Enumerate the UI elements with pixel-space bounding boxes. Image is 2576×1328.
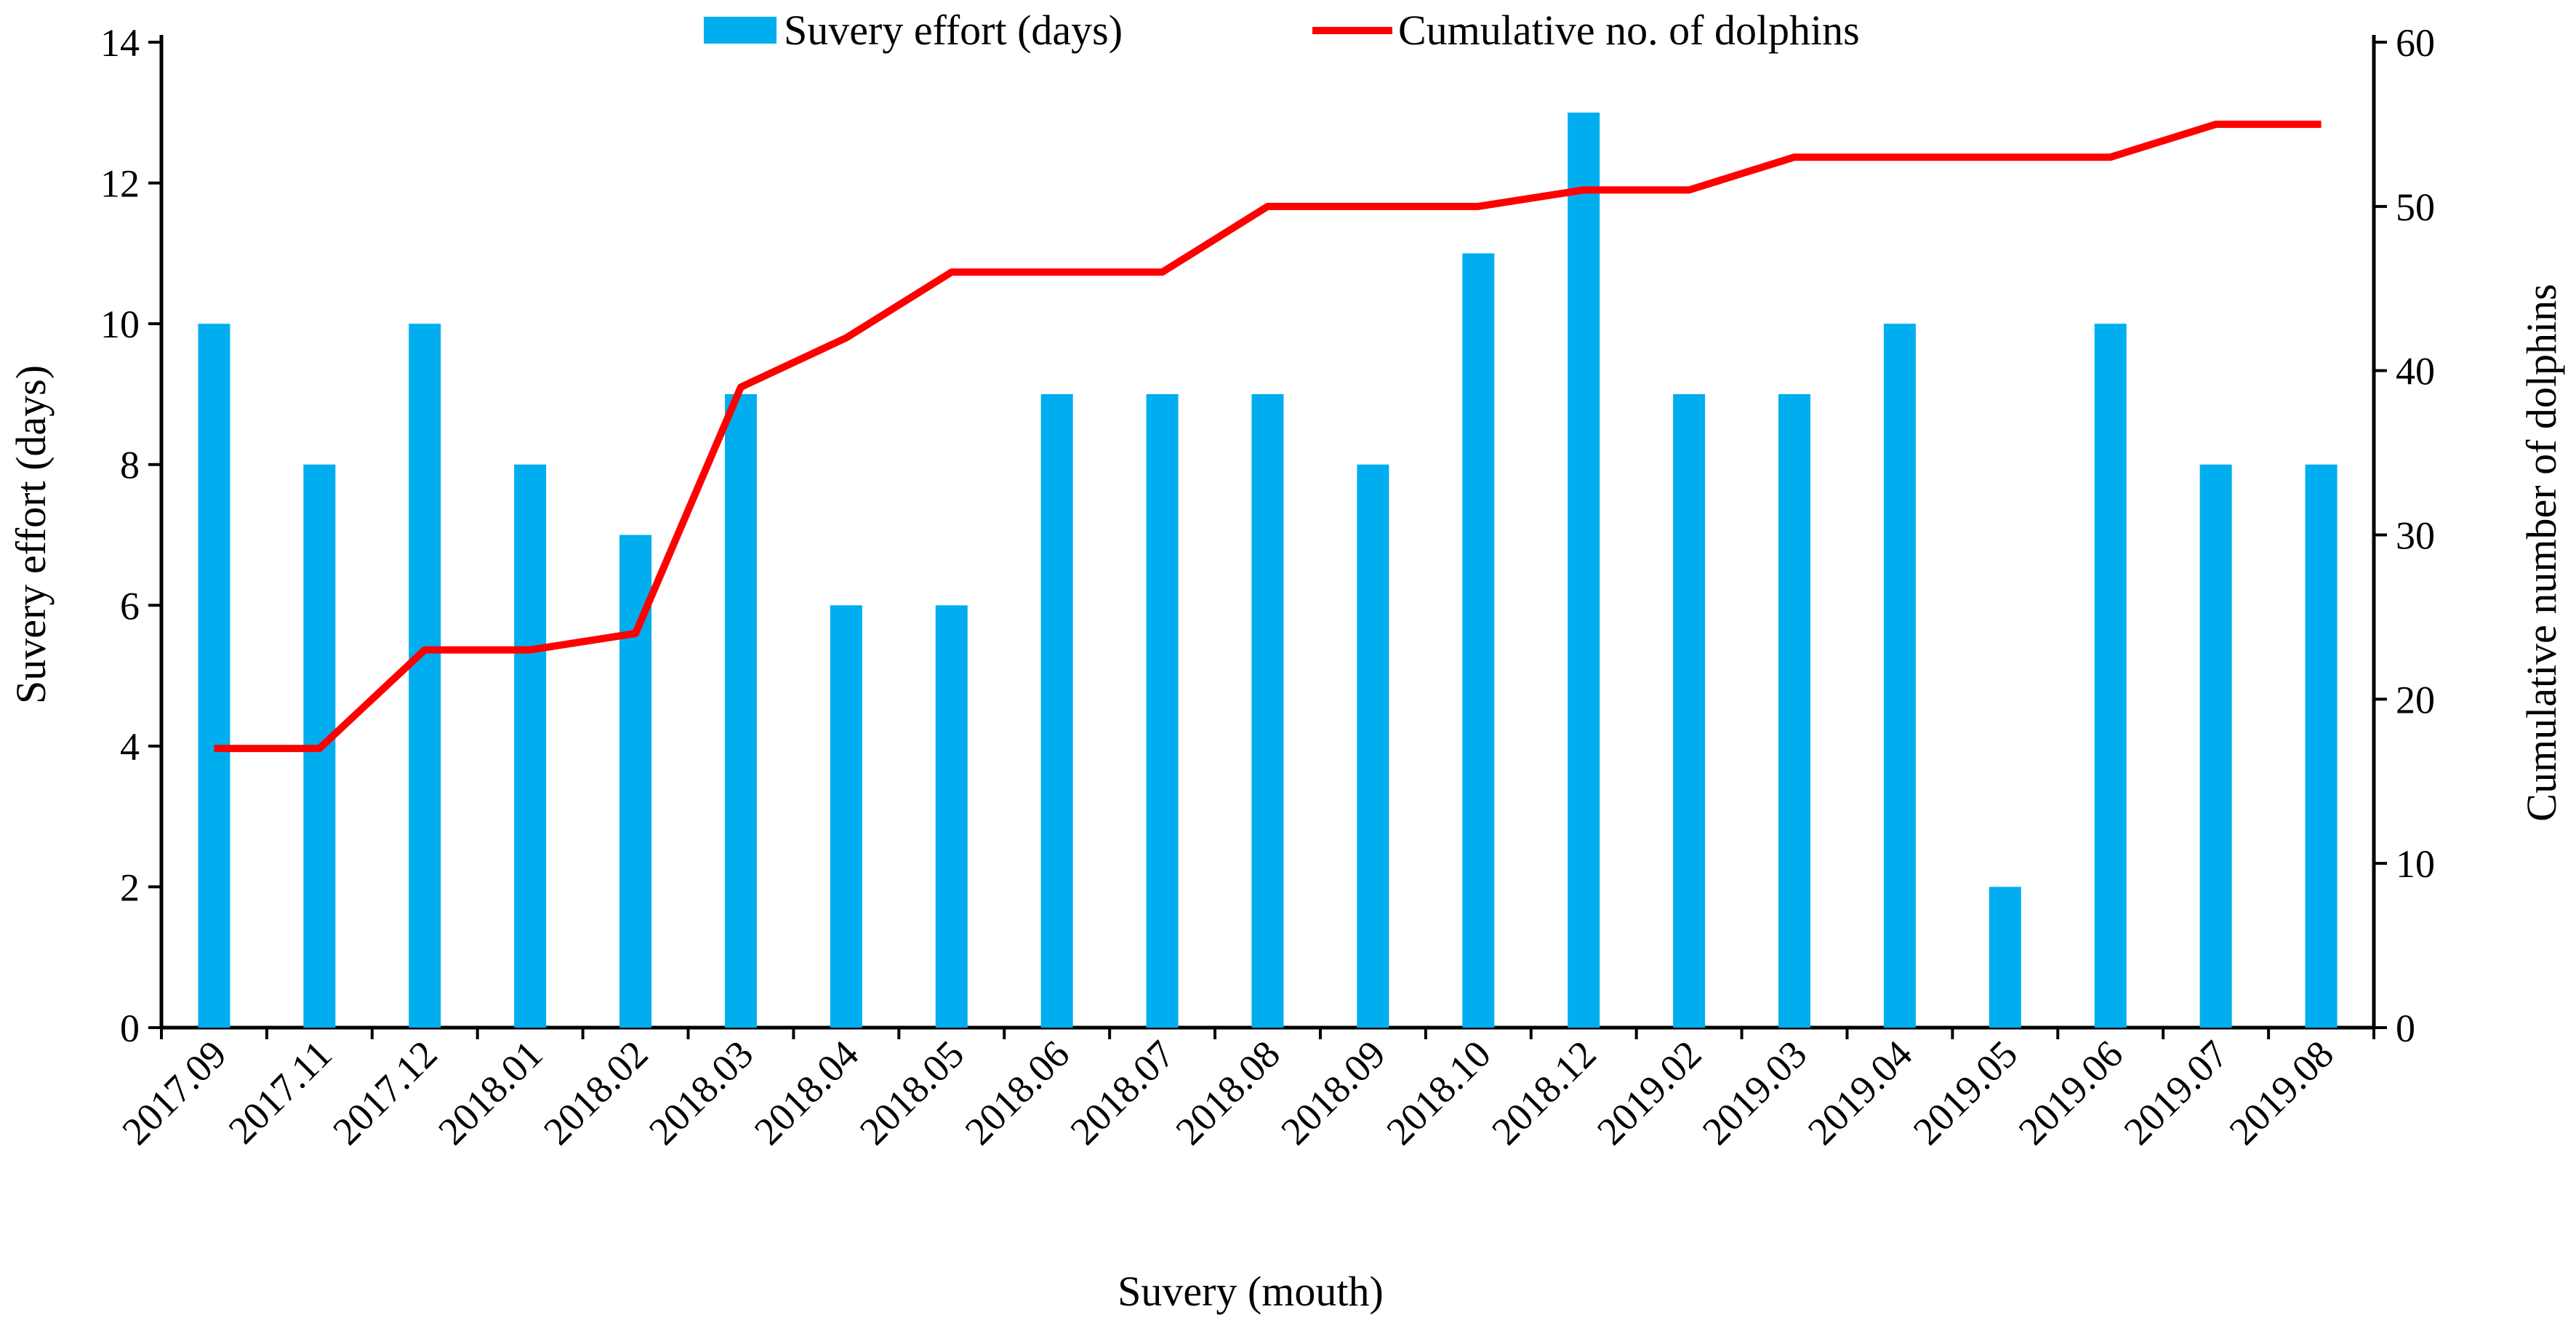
x-tick-label: 2017.12: [324, 1032, 446, 1153]
bar: [1568, 112, 1600, 1028]
bar: [1778, 393, 1811, 1028]
bar-series: [198, 112, 2338, 1028]
y2-tick-label: 40: [2396, 350, 2435, 393]
x-tick-label: 2018.10: [1378, 1032, 1499, 1153]
bar: [1357, 464, 1389, 1028]
x-tick-label: 2018.02: [535, 1032, 657, 1153]
bar: [1883, 324, 1916, 1028]
x-tick-label: 2017.11: [220, 1032, 340, 1152]
x-tick-label: 2018.12: [1483, 1032, 1605, 1153]
y-tick-labels: 0 2 4 6 8 10 12 14: [100, 21, 140, 1050]
y2-tick-labels: 0 10 20 30 40 50 60: [2396, 21, 2435, 1050]
y-tick-label: 2: [120, 865, 140, 909]
x-tick-label: 2018.01: [430, 1032, 551, 1153]
y2-tick-label: 10: [2396, 842, 2435, 886]
x-tick-label: 2019.05: [1905, 1032, 2026, 1153]
y-tick-label: 8: [120, 444, 140, 487]
y-tick-label: 4: [120, 725, 140, 769]
y2-tick-label: 0: [2396, 1007, 2415, 1050]
x-tick-label: 2018.09: [1272, 1032, 1394, 1153]
y2-tick-label: 50: [2396, 185, 2435, 229]
x-tick-label: 2018.07: [1062, 1032, 1184, 1153]
x-tick-label: 2019.08: [2221, 1032, 2343, 1153]
x-tick-label: 2018.06: [957, 1032, 1078, 1153]
bar: [935, 605, 968, 1028]
y-tick-label: 14: [100, 21, 140, 65]
bar: [409, 324, 441, 1028]
bar: [2305, 464, 2338, 1028]
bar: [2094, 324, 2127, 1028]
y2-tick-label: 20: [2396, 678, 2435, 721]
x-tick-label: 2019.06: [2010, 1032, 2132, 1153]
y2-tick-label: 60: [2396, 21, 2435, 65]
y-tick-label: 0: [120, 1007, 140, 1050]
x-tick-label: 2018.05: [851, 1032, 973, 1153]
x-tick-labels: 2017.092017.112017.122018.012018.022018.…: [113, 1032, 2342, 1153]
legend-bar-swatch: [704, 17, 777, 44]
x-tick-label: 2017.09: [113, 1032, 235, 1153]
x-tick-label: 2019.02: [1589, 1032, 1710, 1153]
y2-axis-title: Cumulative number of dolphins: [2518, 284, 2565, 821]
y-tick-label: 10: [100, 303, 140, 346]
bar: [724, 393, 757, 1028]
bar: [1251, 393, 1284, 1028]
x-tick-label: 2018.08: [1167, 1032, 1288, 1153]
y-tick-label: 12: [100, 162, 140, 206]
cumulative-line: [214, 120, 2322, 753]
bar: [198, 324, 230, 1028]
y2-tick-label: 30: [2396, 514, 2435, 558]
legend-bar-label: Suvery effort (days): [784, 7, 1123, 54]
y-tick-label: 6: [120, 584, 140, 628]
y-axis-title: Suvery effort (days): [7, 365, 55, 704]
bar: [514, 464, 547, 1028]
bar: [1040, 393, 1073, 1028]
x-tick-label: 2019.04: [1799, 1032, 1921, 1153]
x-axis-title: Suvery (mouth): [1118, 1268, 1384, 1315]
x-tick-label: 2019.03: [1694, 1032, 1815, 1153]
bar: [1146, 393, 1179, 1028]
x-tick-label: 2018.04: [746, 1032, 867, 1153]
bar: [1673, 393, 1706, 1028]
line-series: [214, 120, 2322, 753]
bar: [830, 605, 862, 1028]
bar: [2199, 464, 2232, 1028]
bar: [1462, 253, 1495, 1028]
bar: [1989, 887, 2021, 1028]
legend: Suvery effort (days) Cumulative no. of d…: [704, 7, 1860, 54]
x-tick-label: 2019.07: [2116, 1032, 2237, 1153]
x-tick-label: 2018.03: [641, 1032, 762, 1153]
legend-line-label: Cumulative no. of dolphins: [1398, 7, 1860, 54]
